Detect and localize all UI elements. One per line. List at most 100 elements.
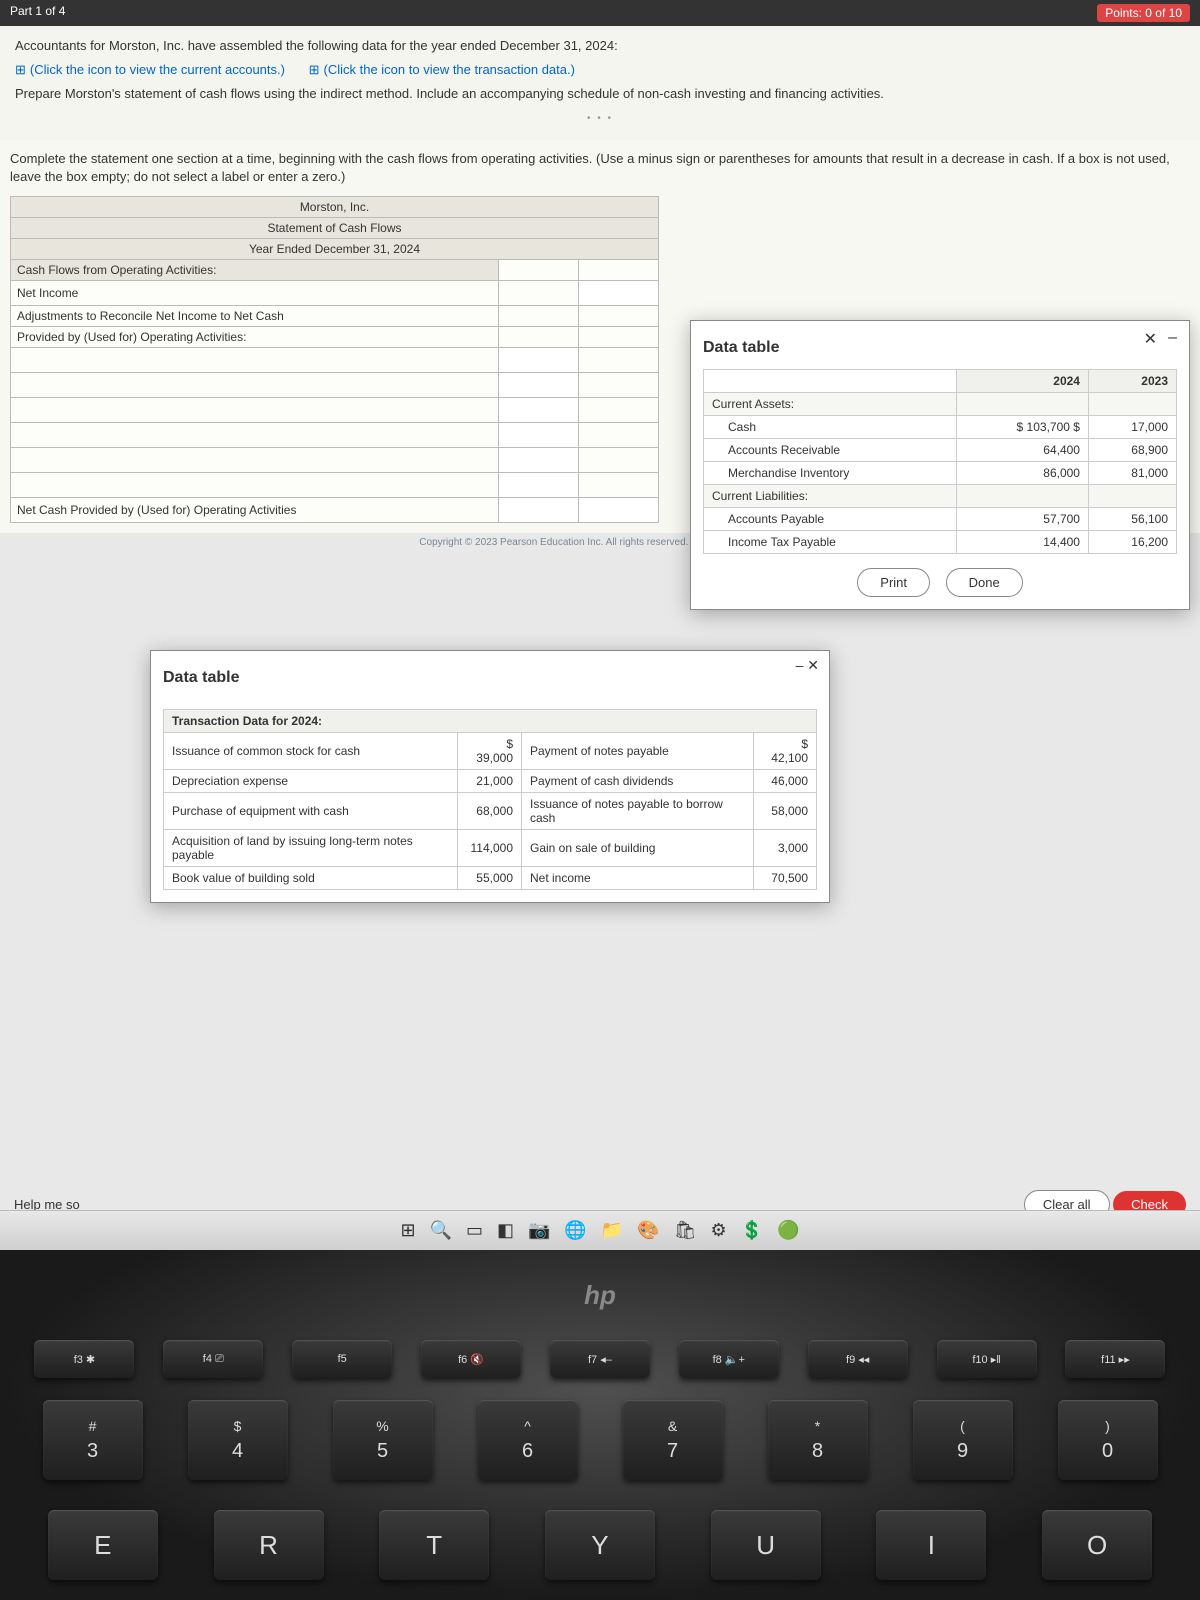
store-icon[interactable]: 🛍 [674,1220,697,1241]
adj-label-5[interactable] [17,451,492,469]
tax-2024: 14,400 [957,530,1089,553]
trans-r5bv: 70,500 [753,866,816,889]
company-name: Morston, Inc. [11,196,659,217]
trans-r3av: 68,000 [458,792,522,829]
num-key: )0 [1058,1400,1158,1480]
view-transactions-link[interactable]: (Click the icon to view the transaction … [309,62,575,77]
adj-label-1[interactable] [17,351,492,369]
letter-key: U [711,1510,821,1580]
start-icon[interactable]: ⊞ [400,1220,415,1241]
col-2023: 2023 [1088,369,1176,392]
letter-key: E [48,1510,158,1580]
adj-label-4[interactable] [17,426,492,444]
trans-r2a: Depreciation expense [164,769,458,792]
view-accounts-link[interactable]: (Click the icon to view the current acco… [15,62,285,77]
letter-key: Y [545,1510,655,1580]
adj-label-2[interactable] [17,376,492,394]
trans-r2bv: 46,000 [753,769,816,792]
transaction-table: Transaction Data for 2024: Issuance of c… [163,709,817,890]
complete-instruction: Complete the statement one section at a … [10,150,1190,186]
chrome-icon[interactable]: 🟢 [777,1220,799,1241]
search-icon[interactable]: 🔍 [430,1220,452,1241]
adj-val-4[interactable] [505,426,572,444]
adj-val-1[interactable] [505,351,572,369]
points-badge: Points: 0 of 10 [1097,4,1190,22]
print-button[interactable]: Print [857,568,930,597]
data-table-accounts-panel: – ✕ Data table 20242023 Current Assets: … [690,320,1190,610]
row-current-assets: Current Assets: [704,392,957,415]
widgets-icon[interactable]: ◧ [497,1220,514,1241]
camera-icon[interactable]: 📷 [528,1220,550,1241]
prepare-instruction: Prepare Morston's statement of cash flow… [15,86,1185,101]
cashflow-statement-table: Morston, Inc. Statement of Cash Flows Ye… [10,196,659,523]
adj-label-6[interactable] [17,476,492,494]
adj-val-6[interactable] [505,476,572,494]
adj-val-3[interactable] [505,401,572,419]
net-cash-sub[interactable] [505,501,572,519]
trans-r3b: Issuance of notes payable to borrow cash [522,792,754,829]
adj-val-2[interactable] [505,376,572,394]
row-provided: Provided by (Used for) Operating Activit… [11,326,499,347]
done-button[interactable]: Done [946,568,1023,597]
letter-key: T [379,1510,489,1580]
trans-r2av: 21,000 [458,769,522,792]
close-icon-2[interactable]: – ✕ [796,657,819,674]
trans-r4av: 114,000 [458,829,522,866]
fn-key: f8 🔈+ [679,1340,779,1378]
cash-2023: 17,000 [1088,415,1176,438]
fn-key: f6 🔇 [421,1340,521,1378]
trans-r3bv: 58,000 [753,792,816,829]
trans-heading: Transaction Data for 2024: [164,709,817,732]
ap-2023: 56,100 [1088,507,1176,530]
divider-handle[interactable]: • • • [15,113,1185,124]
letter-key: O [1042,1510,1152,1580]
adj-label-3[interactable] [17,401,492,419]
hp-logo: hp [584,1280,616,1311]
taskview-icon[interactable]: ▭ [466,1220,483,1241]
fn-key: f7 ◂– [550,1340,650,1378]
part-label: Part 1 of 4 [10,4,65,22]
explorer-icon[interactable]: 📁 [601,1220,623,1241]
trans-r1av: $ 39,000 [458,732,522,769]
balance-table: 20242023 Current Assets: Cash$ 103,700 $… [703,369,1177,554]
fn-key: f4 ⎚ [163,1340,263,1378]
num-key: #3 [43,1400,143,1480]
inv-2023: 81,000 [1088,461,1176,484]
num-key: $4 [188,1400,288,1480]
adj-val-5[interactable] [505,451,572,469]
ar-2023: 68,900 [1088,438,1176,461]
windows-taskbar: ⊞ 🔍 ▭ ◧ 📷 🌐 📁 🎨 🛍 ⚙ 💲 🟢 [0,1210,1200,1250]
row-net-cash: Net Cash Provided by (Used for) Operatin… [11,497,499,522]
fn-key: f3 ✱ [34,1340,134,1378]
minimize-icon[interactable]: – [1168,329,1177,347]
fn-key: f9 ◂◂ [808,1340,908,1378]
trans-r2b: Payment of cash dividends [522,769,754,792]
section-operating: Cash Flows from Operating Activities: [11,259,499,280]
col-2024: 2024 [957,369,1089,392]
net-income-input[interactable] [585,284,652,302]
trans-r5av: 55,000 [458,866,522,889]
close-icon[interactable]: ✕ [1144,329,1157,349]
row-net-income: Net Income [11,280,499,305]
trans-r5b: Net income [522,866,754,889]
num-key: &7 [623,1400,723,1480]
trans-r1b: Payment of notes payable [522,732,754,769]
edge-icon[interactable]: 🌐 [564,1220,586,1241]
row-adjustments: Adjustments to Reconcile Net Income to N… [11,305,499,326]
row-cash: Cash [704,415,957,438]
intro-text: Accountants for Morston, Inc. have assem… [15,36,1185,56]
row-tax: Income Tax Payable [704,530,957,553]
settings-icon[interactable]: ⚙ [711,1220,727,1241]
trans-r4bv: 3,000 [753,829,816,866]
net-cash-total[interactable] [585,501,652,519]
money-icon[interactable]: 💲 [741,1220,763,1241]
fn-key: f11 ▸▸ [1065,1340,1165,1378]
inv-2024: 86,000 [957,461,1089,484]
trans-r1a: Issuance of common stock for cash [164,732,458,769]
row-ar: Accounts Receivable [704,438,957,461]
fn-key: f10 ▸‖ [937,1340,1037,1378]
ap-2024: 57,700 [957,507,1089,530]
letter-key: R [214,1510,324,1580]
tax-2023: 16,200 [1088,530,1176,553]
paint-icon[interactable]: 🎨 [637,1220,659,1241]
